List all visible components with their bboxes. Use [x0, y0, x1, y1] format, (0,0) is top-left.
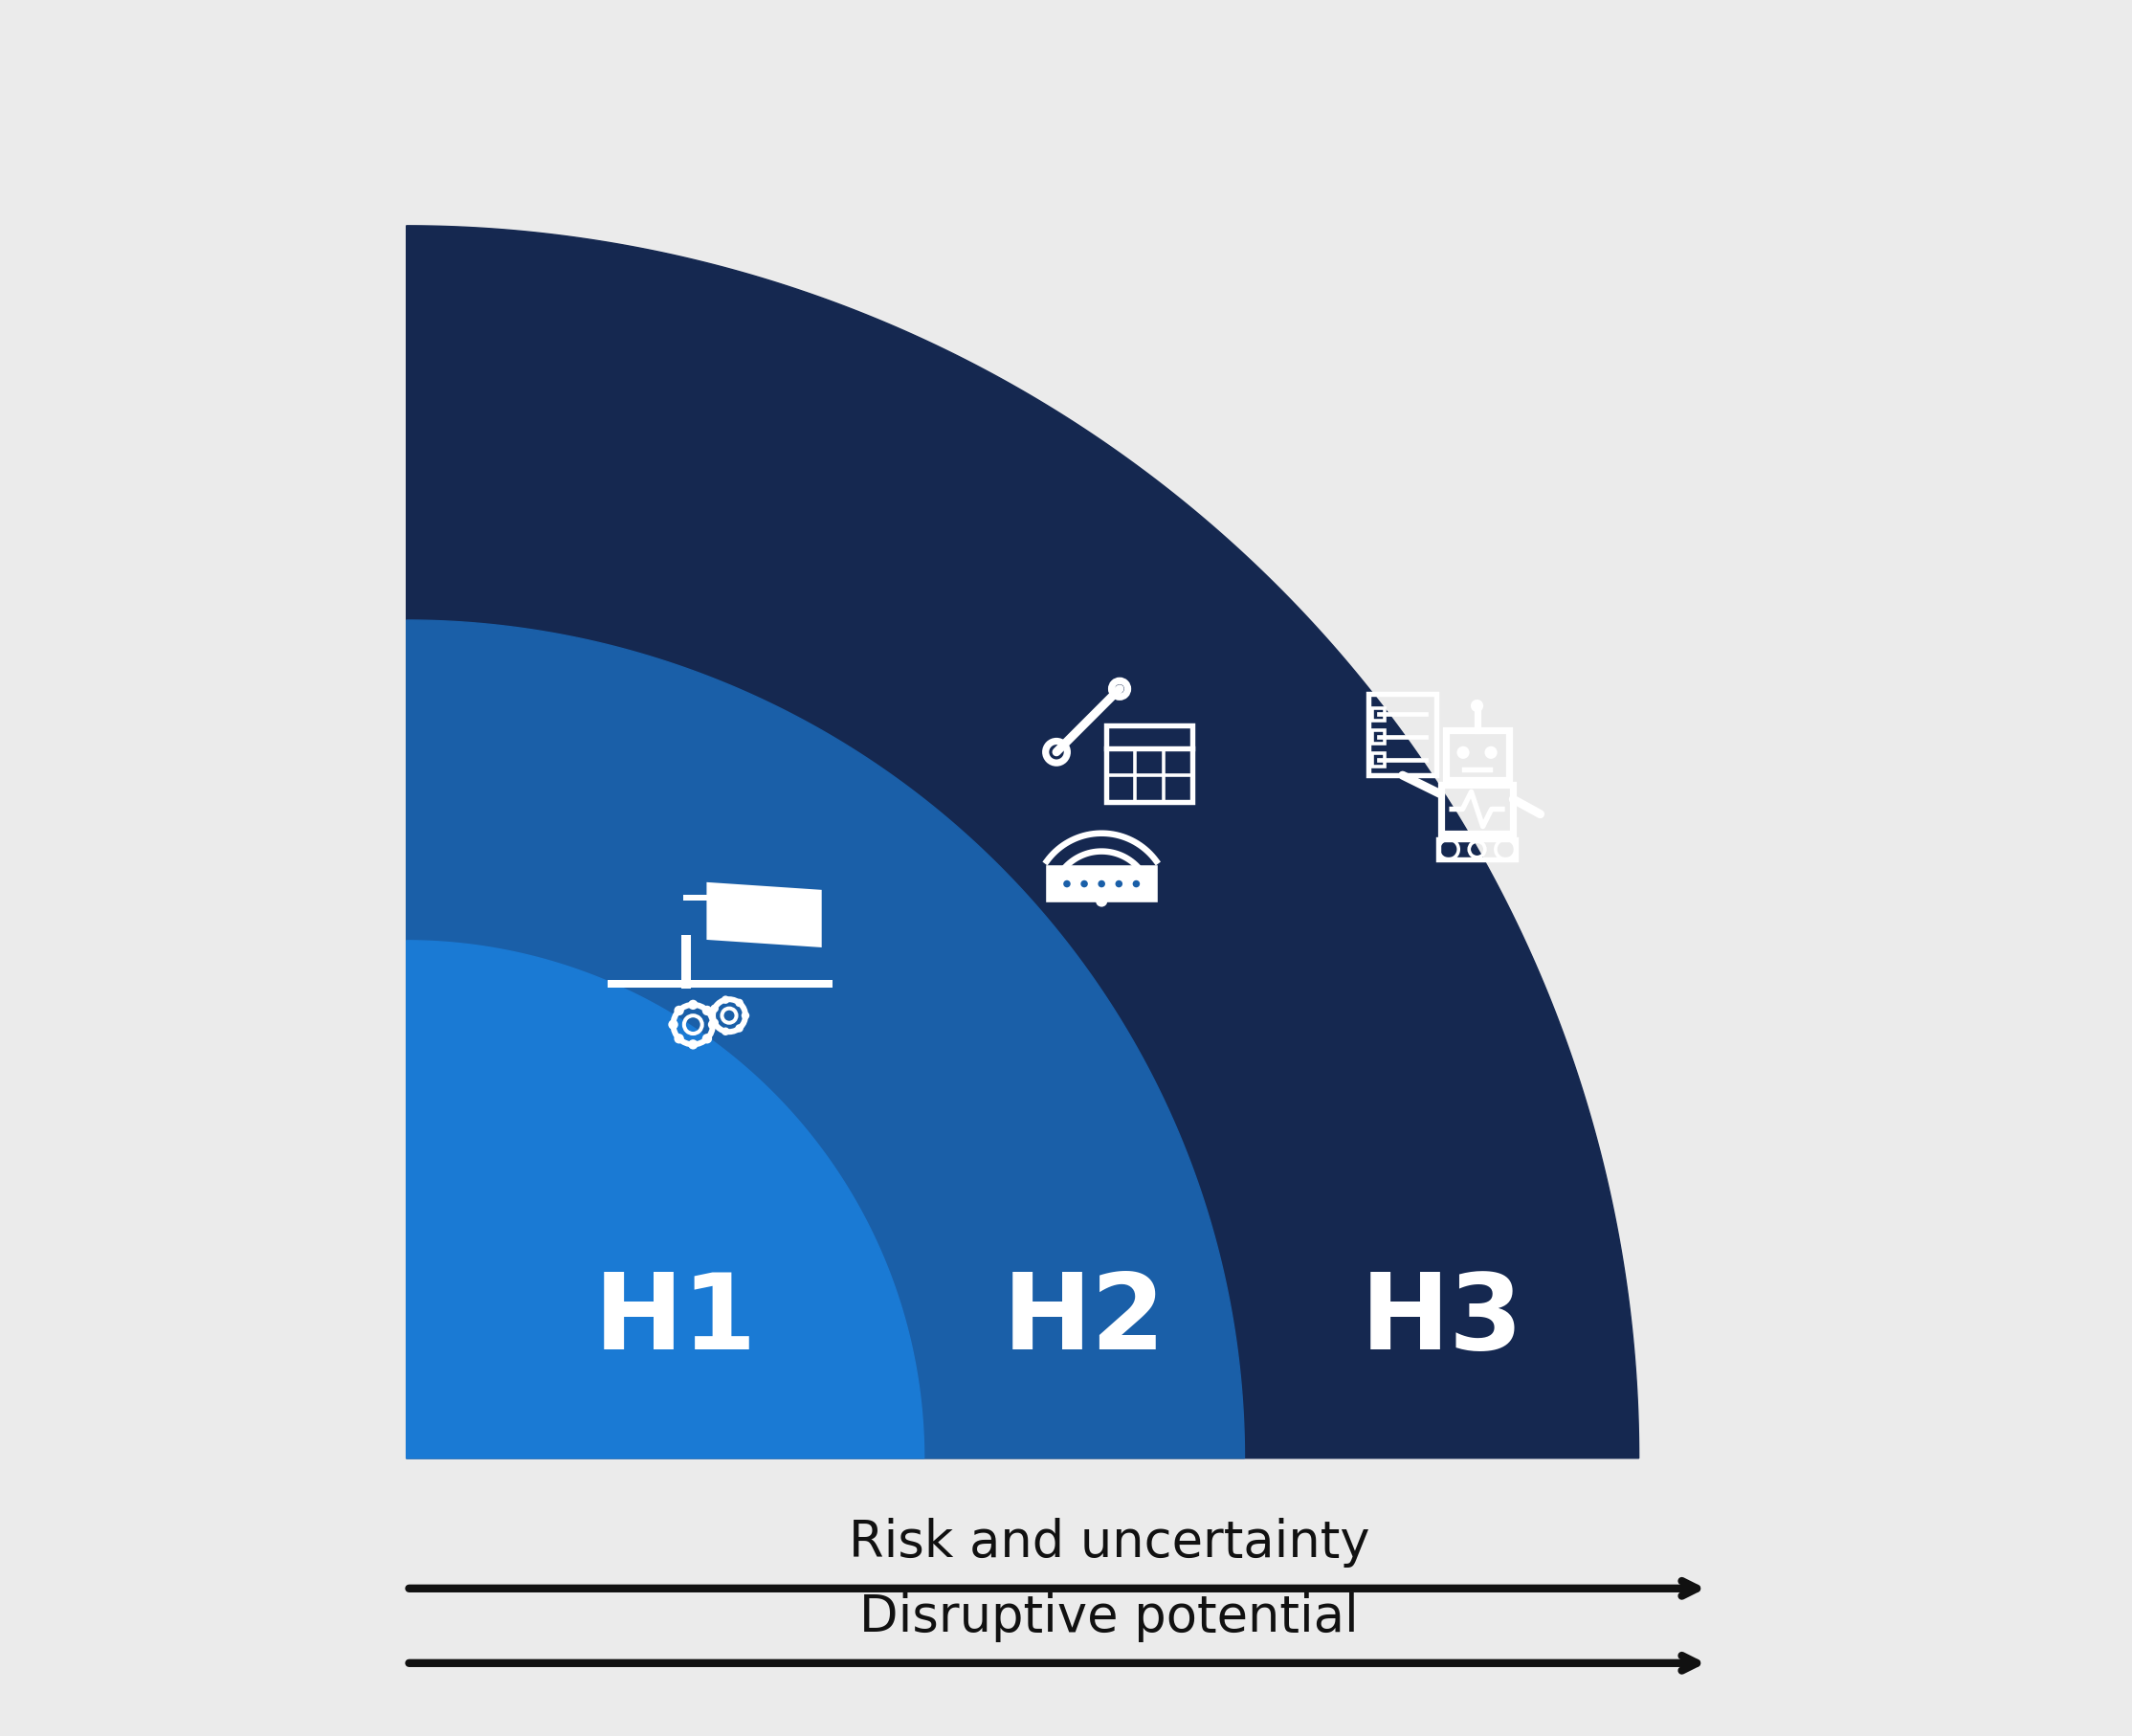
Text: Risk and uncertainty: Risk and uncertainty — [849, 1517, 1371, 1568]
Bar — [1373, 753, 1384, 766]
Circle shape — [674, 1033, 684, 1043]
Polygon shape — [407, 941, 923, 1458]
Text: Disruptive potential: Disruptive potential — [859, 1592, 1358, 1642]
Circle shape — [710, 1005, 718, 1012]
Polygon shape — [407, 226, 1640, 1458]
Circle shape — [689, 1000, 697, 1010]
Circle shape — [1456, 746, 1469, 759]
Bar — [1107, 726, 1192, 802]
Circle shape — [1081, 880, 1087, 887]
Bar — [1047, 866, 1156, 901]
Polygon shape — [706, 882, 821, 948]
Circle shape — [1115, 880, 1124, 887]
Circle shape — [667, 1019, 678, 1029]
Text: H1: H1 — [595, 1269, 757, 1371]
Circle shape — [721, 1028, 729, 1035]
Circle shape — [1484, 746, 1497, 759]
Circle shape — [710, 1019, 718, 1026]
Circle shape — [736, 1024, 744, 1033]
Polygon shape — [407, 620, 1245, 1458]
Circle shape — [1096, 896, 1107, 906]
Bar — [1445, 731, 1509, 779]
Text: H2: H2 — [1002, 1269, 1166, 1371]
Circle shape — [674, 1005, 684, 1016]
Circle shape — [1098, 880, 1104, 887]
Bar — [1439, 840, 1516, 859]
Circle shape — [701, 1033, 712, 1043]
Bar — [1373, 731, 1384, 743]
Circle shape — [689, 1040, 697, 1049]
Circle shape — [721, 996, 729, 1003]
Bar — [1373, 708, 1384, 720]
Circle shape — [1471, 700, 1484, 712]
Text: H3: H3 — [1360, 1269, 1522, 1371]
Circle shape — [708, 1019, 718, 1029]
Bar — [1441, 785, 1514, 833]
Circle shape — [742, 1012, 750, 1019]
Circle shape — [1064, 880, 1070, 887]
Bar — [1369, 694, 1437, 776]
Circle shape — [701, 1005, 712, 1016]
Circle shape — [736, 998, 744, 1007]
Circle shape — [1132, 880, 1141, 887]
